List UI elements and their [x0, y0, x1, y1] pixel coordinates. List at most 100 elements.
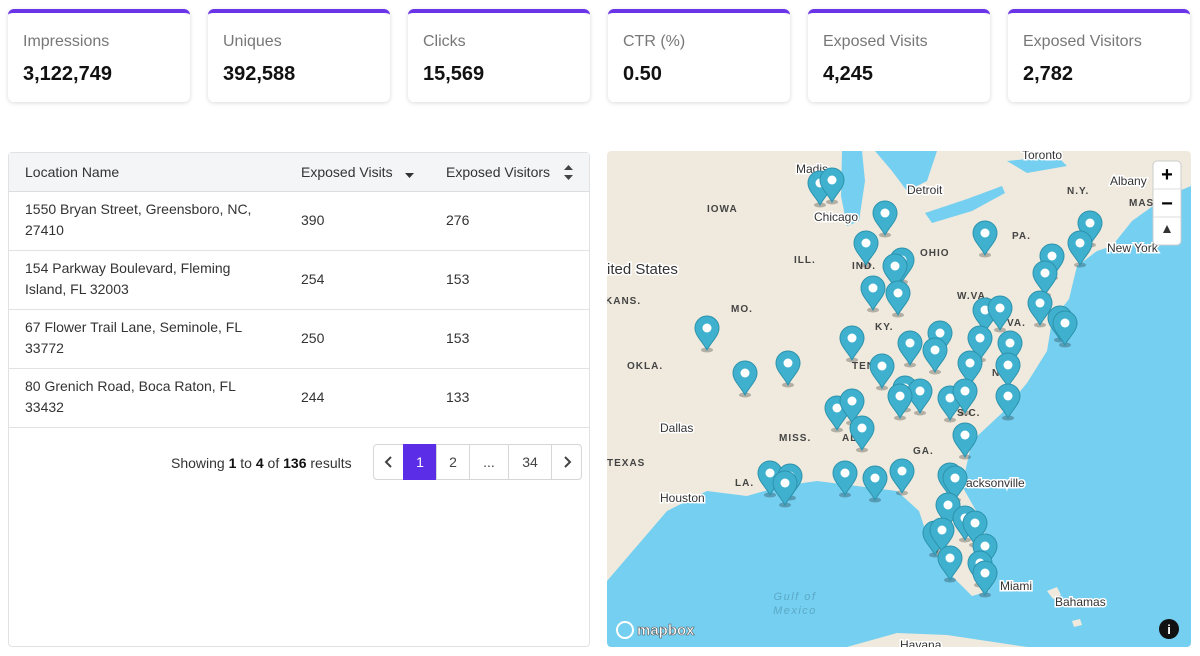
- pin-dot: [780, 478, 790, 488]
- lake-huron: [875, 151, 937, 191]
- zoom-out[interactable]: −: [1161, 193, 1173, 215]
- summary-part: Showing: [171, 455, 225, 471]
- map-pin[interactable]: [889, 458, 915, 495]
- results-summary: Showing 1 to 4 of 136 results: [171, 455, 352, 471]
- map-pin[interactable]: [1067, 230, 1093, 267]
- map-pin[interactable]: [732, 360, 758, 397]
- page-button[interactable]: 1: [403, 444, 437, 480]
- map-pin[interactable]: [869, 353, 895, 390]
- cell-number: 254: [301, 271, 325, 287]
- map-pin[interactable]: [853, 230, 879, 267]
- state-label: GA.: [913, 446, 934, 457]
- state-label: IND.: [852, 261, 876, 272]
- map-pin[interactable]: [882, 253, 908, 290]
- pin-dot: [895, 391, 905, 401]
- map-pin[interactable]: [987, 295, 1013, 332]
- stat-card: Exposed Visits 4,245: [808, 9, 990, 102]
- column-header[interactable]: Exposed Visitors: [446, 164, 551, 180]
- stat-value: 2,782: [1023, 63, 1074, 85]
- map-pin[interactable]: [860, 275, 886, 312]
- pin-dot: [840, 468, 850, 478]
- cell-location: 154 Parkway Boulevard, Fleming Island, F…: [25, 260, 231, 297]
- pin-dot: [970, 518, 980, 528]
- map-pin[interactable]: [942, 465, 968, 502]
- page-button[interactable]: 2: [436, 444, 470, 480]
- pin-dot: [857, 423, 867, 433]
- map-pin[interactable]: [995, 352, 1021, 389]
- zoom-in[interactable]: +: [1161, 164, 1173, 186]
- map-pin[interactable]: [887, 383, 913, 420]
- column-header[interactable]: Exposed Visits: [301, 164, 393, 180]
- pin-dot: [975, 333, 985, 343]
- pin-dot: [847, 396, 857, 406]
- map-pin[interactable]: [839, 388, 865, 425]
- map-pin[interactable]: [952, 422, 978, 459]
- map-pin[interactable]: [694, 315, 720, 352]
- mapbox-logo: [616, 621, 634, 639]
- map-pin[interactable]: [937, 545, 963, 582]
- map-pin[interactable]: [862, 465, 888, 502]
- map-pin[interactable]: [772, 470, 798, 507]
- sort-desc[interactable]: [405, 173, 414, 178]
- map-pin[interactable]: [1052, 310, 1078, 347]
- map-pin[interactable]: [929, 517, 955, 554]
- pin-dot: [995, 303, 1005, 313]
- state-label: TENN.: [852, 361, 887, 372]
- pin-dot: [960, 430, 970, 440]
- map-pin[interactable]: [775, 350, 801, 387]
- sort-both[interactable]: [564, 165, 573, 180]
- table-row: 80 Grenich Road, Boca Raton, FL 33432 244…: [9, 368, 589, 428]
- map-pin[interactable]: [819, 167, 845, 204]
- pin-dot: [915, 386, 925, 396]
- page-button[interactable]: 34: [508, 444, 552, 480]
- water-label: Gulf of: [774, 591, 817, 603]
- prev-button[interactable]: [373, 444, 404, 480]
- cell-number: 390: [301, 212, 325, 228]
- pin-dot: [980, 568, 990, 578]
- lake-ontario: [1007, 156, 1067, 173]
- map-pin[interactable]: [897, 330, 923, 367]
- map-pin[interactable]: [832, 460, 858, 497]
- cell-number: 153: [446, 330, 470, 346]
- pin-dot: [1085, 218, 1095, 228]
- map-pin[interactable]: [839, 325, 865, 362]
- state-label: MISS.: [779, 433, 811, 444]
- map-pin[interactable]: [872, 200, 898, 237]
- map-pin[interactable]: [995, 383, 1021, 420]
- pin-dot: [1075, 238, 1085, 248]
- state-label: KY.: [875, 322, 894, 333]
- zoom-panel: [1152, 160, 1182, 246]
- map-pin[interactable]: [972, 220, 998, 257]
- map-pin[interactable]: [952, 378, 978, 415]
- pin-dot: [893, 288, 903, 298]
- map-pin[interactable]: [849, 415, 875, 452]
- pin-dot: [937, 525, 947, 535]
- map-pin[interactable]: [972, 560, 998, 597]
- cell-location: 1550 Bryan Street, Greensboro, NC, 27410: [25, 201, 252, 238]
- pin-dot: [1005, 338, 1015, 348]
- city-label: ited States: [607, 261, 678, 278]
- map-pin[interactable]: [1027, 290, 1053, 327]
- summary-part: to: [240, 455, 252, 471]
- state-label: MO.: [731, 304, 753, 315]
- map-pin[interactable]: [967, 325, 993, 362]
- page-button[interactable]: ...: [469, 444, 509, 480]
- map-pin[interactable]: [957, 350, 983, 387]
- map-pin[interactable]: [997, 330, 1023, 367]
- pin-dot: [832, 403, 842, 413]
- pin-dot: [1035, 298, 1045, 308]
- map-pin[interactable]: [1032, 260, 1058, 297]
- compass[interactable]: [1163, 225, 1171, 233]
- map-pin[interactable]: [885, 280, 911, 317]
- map-pin[interactable]: [962, 510, 988, 547]
- map-pin[interactable]: [922, 337, 948, 374]
- state-label: VA.: [1007, 318, 1026, 329]
- state-label: KANS.: [607, 296, 641, 307]
- state-label: OKLA.: [627, 361, 663, 372]
- state-label: ILL.: [794, 255, 816, 266]
- next-button[interactable]: [551, 444, 582, 480]
- summary-part: 1: [228, 455, 237, 471]
- info-button[interactable]: [1159, 619, 1179, 639]
- stat-label: Clicks: [423, 33, 466, 50]
